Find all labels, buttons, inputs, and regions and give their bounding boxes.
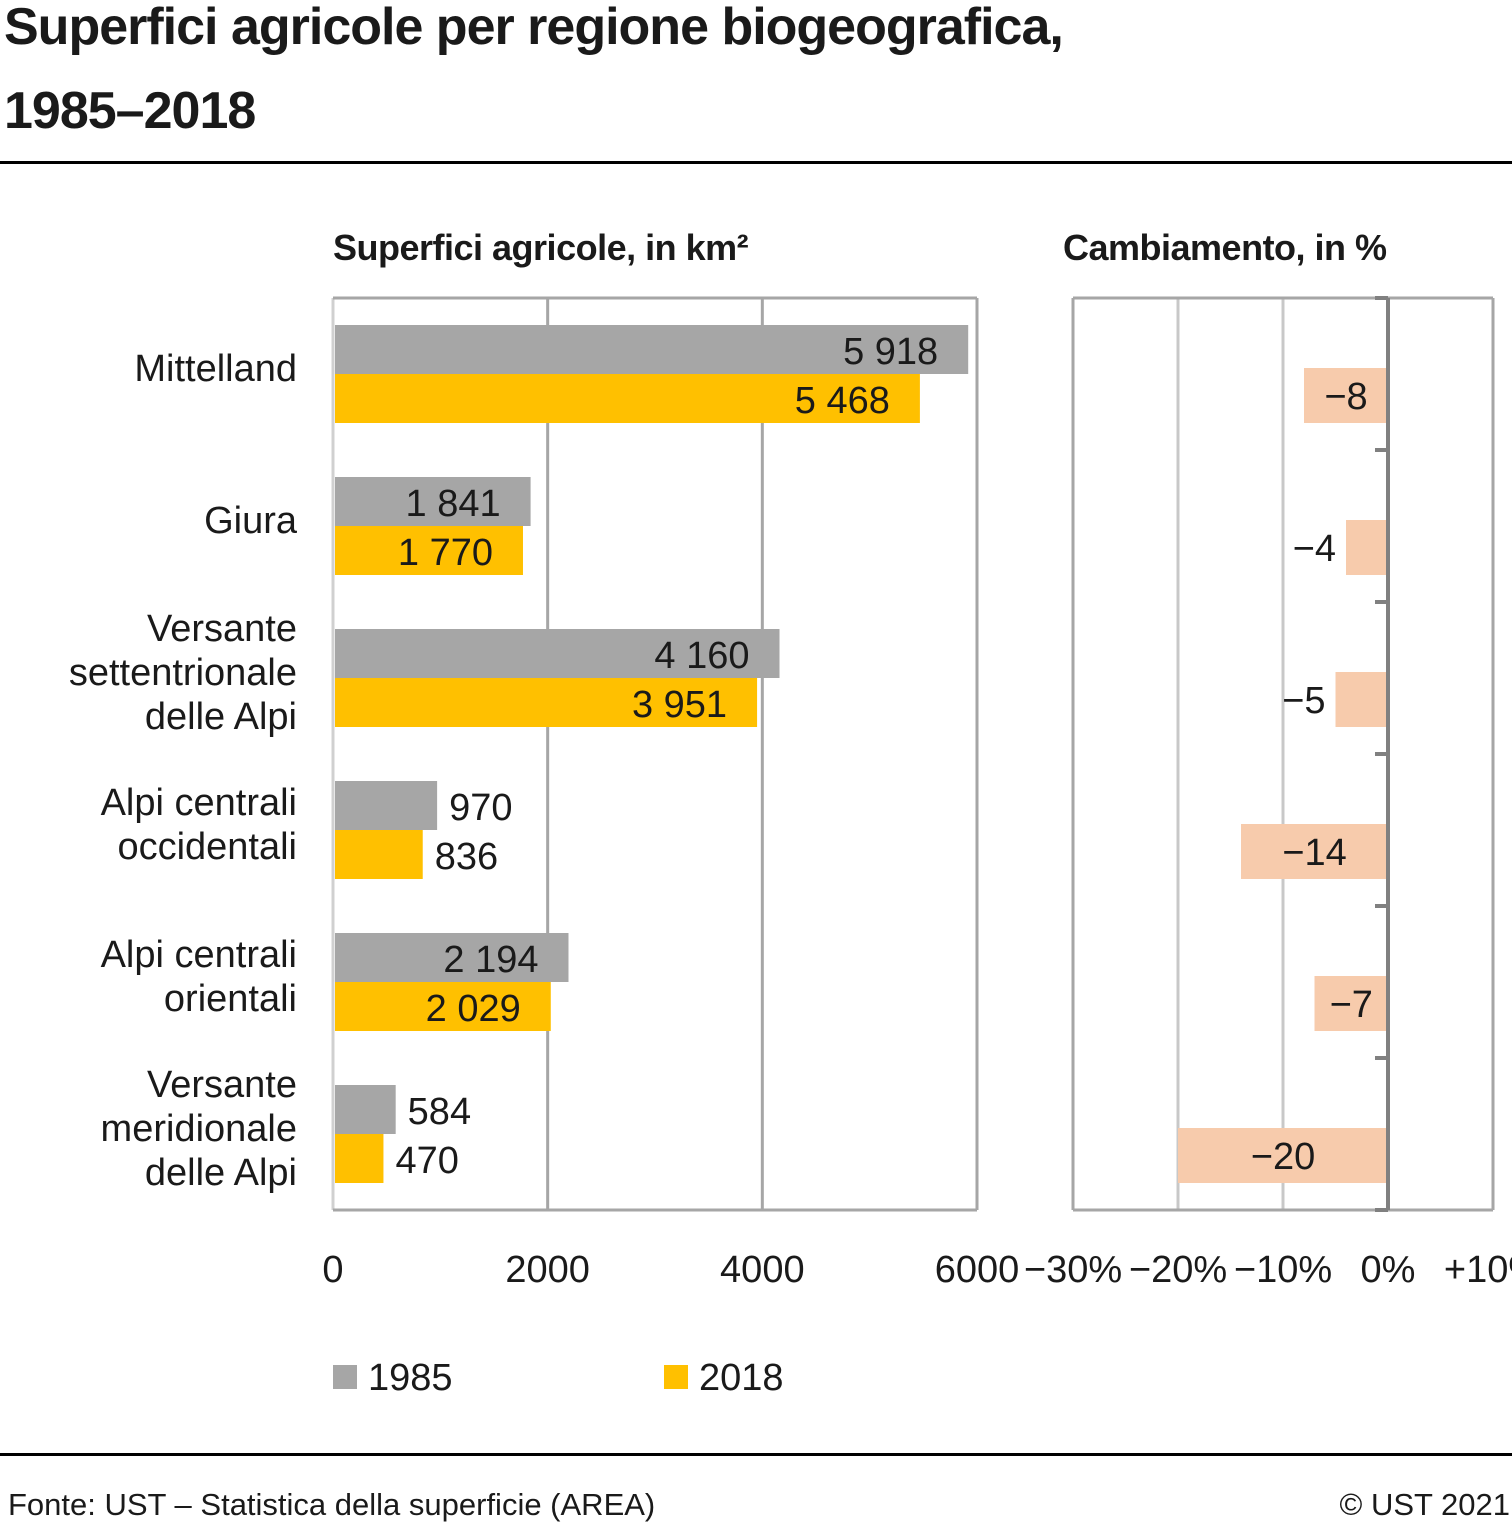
- right-chart: −30%−20%−10% 0% +10% −8 −4 −5 −14 −7 −20: [1024, 296, 1512, 1291]
- bar-2018: [335, 678, 758, 727]
- bar-1985: [335, 629, 780, 678]
- title-divider: [0, 161, 1512, 164]
- bar-1985: [335, 325, 969, 374]
- left-chart-title: Superfici agricole, in km²: [333, 227, 749, 268]
- data-label-2018: 2 029: [426, 988, 521, 1030]
- category-label: Alpi centrali: [101, 934, 297, 976]
- change-bar: [1178, 1128, 1387, 1183]
- bar-2018: [335, 830, 423, 879]
- data-label-2018: 3 951: [632, 684, 727, 726]
- category-label: orientali: [164, 978, 297, 1020]
- legend-swatch-2018: [664, 1365, 688, 1389]
- data-label-1985: 2 194: [443, 939, 538, 981]
- chart-title-line-2: 1985–2018: [4, 82, 255, 140]
- bar-2018: [335, 526, 523, 575]
- left-chart: 0 2000 4000 6000 Mittelland 5 918 5 468 Giura 1 …: [69, 296, 1020, 1291]
- data-label-2018: 1 770: [398, 532, 493, 574]
- change-label: −4: [1293, 528, 1336, 570]
- category-label: occidentali: [117, 826, 297, 868]
- category-label: settentrionale: [69, 652, 297, 694]
- x-tick-label: −10%: [1234, 1249, 1332, 1291]
- category-label: Alpi centrali: [101, 782, 297, 824]
- change-label: −14: [1282, 832, 1346, 874]
- legend: 1985 2018: [333, 1357, 784, 1399]
- footer-divider: [0, 1453, 1512, 1456]
- change-bar: [1346, 520, 1387, 575]
- category-label: Versante: [147, 1064, 297, 1106]
- change-label: −7: [1330, 984, 1373, 1026]
- data-label-1985: 4 160: [654, 635, 749, 677]
- data-label-2018: 5 468: [795, 380, 890, 422]
- legend-swatch-1985: [333, 1365, 357, 1389]
- bar-1985: [335, 1085, 396, 1134]
- source-note: Fonte: UST – Statistica della superficie…: [8, 1487, 655, 1522]
- change-label: −5: [1282, 680, 1325, 722]
- category-label: delle Alpi: [145, 1152, 297, 1194]
- bar-1985: [335, 781, 438, 830]
- change-bar: [1304, 368, 1387, 423]
- category-label: meridionale: [101, 1108, 297, 1150]
- category-label: Giura: [204, 500, 298, 542]
- x-tick-label: −30%: [1024, 1249, 1122, 1291]
- change-label: −20: [1251, 1136, 1315, 1178]
- bar-2018: [335, 1134, 384, 1183]
- x-tick-label: 2000: [505, 1249, 590, 1291]
- x-tick-label: 0%: [1361, 1249, 1416, 1291]
- category-label: Versante: [147, 608, 297, 650]
- data-label-2018: 470: [395, 1140, 458, 1182]
- bar-1985: [335, 933, 569, 982]
- change-bar: [1335, 672, 1387, 727]
- change-bar: [1314, 976, 1387, 1031]
- x-tick-label: +10%: [1444, 1249, 1512, 1291]
- change-label: −8: [1324, 376, 1367, 418]
- x-tick-label: 4000: [720, 1249, 805, 1291]
- data-label-1985: 970: [449, 787, 512, 829]
- legend-label-2018: 2018: [699, 1357, 784, 1399]
- data-label-1985: 5 918: [843, 331, 938, 373]
- chart-title-line-1: Superfici agricole per regione biogeogra…: [4, 0, 1063, 56]
- data-label-1985: 1 841: [406, 483, 501, 525]
- data-label-2018: 836: [435, 836, 498, 878]
- bar-2018: [335, 374, 920, 423]
- copyright: © UST 2021: [1340, 1487, 1510, 1522]
- x-tick-label: −20%: [1129, 1249, 1227, 1291]
- category-label: delle Alpi: [145, 696, 297, 738]
- x-tick-label: 6000: [935, 1249, 1020, 1291]
- data-label-1985: 584: [408, 1091, 471, 1133]
- change-bar: [1241, 824, 1387, 879]
- category-label: Mittelland: [134, 348, 297, 390]
- x-tick-label: 0: [322, 1249, 343, 1291]
- bar-2018: [335, 982, 551, 1031]
- legend-label-1985: 1985: [368, 1357, 453, 1399]
- bar-1985: [335, 477, 531, 526]
- right-chart-title: Cambiamento, in %: [1063, 227, 1387, 268]
